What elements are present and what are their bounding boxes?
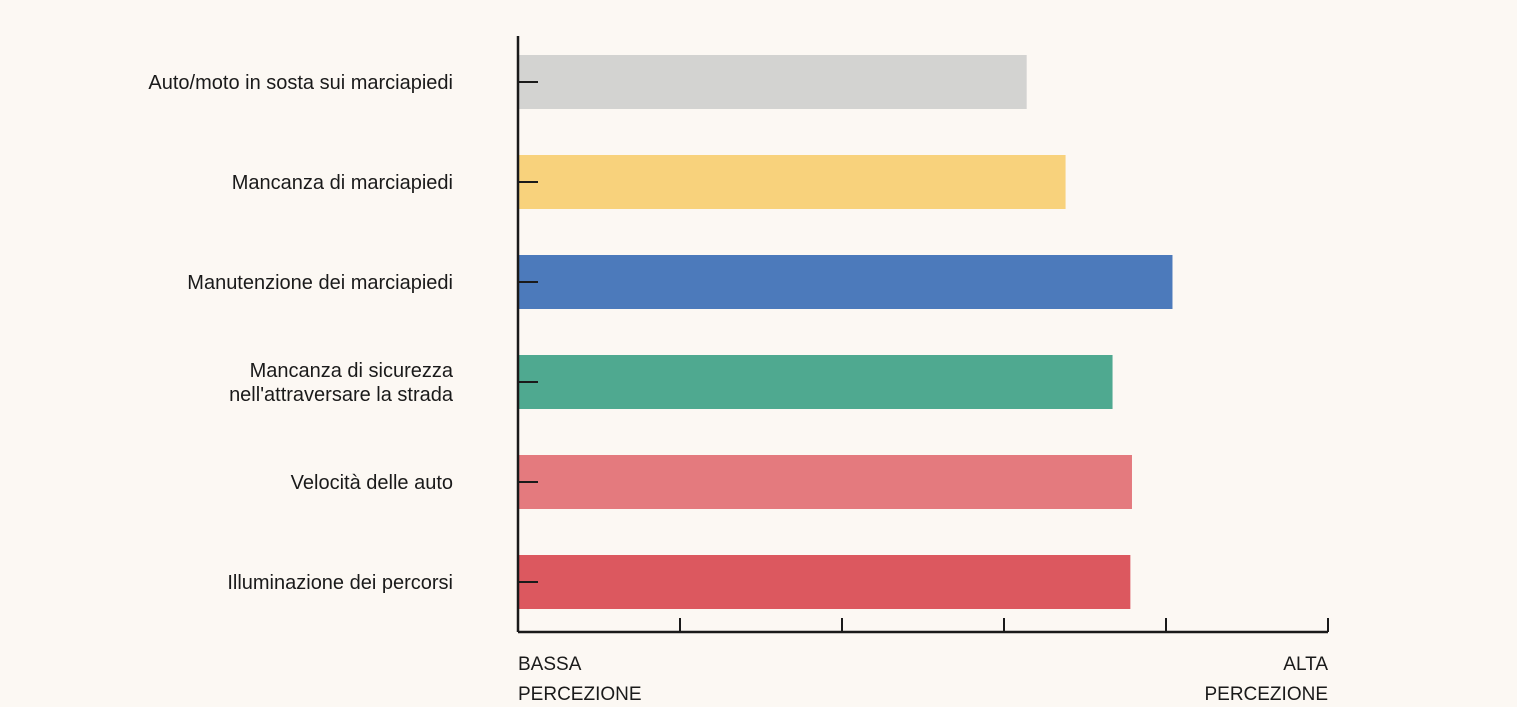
bar-4: [518, 355, 1113, 409]
axis-label-high-line: ALTA: [1283, 654, 1328, 675]
category-label-5: Velocità delle auto: [291, 472, 453, 494]
axes: [516, 36, 1329, 634]
bars: [518, 55, 1173, 609]
category-labels: Auto/moto in sosta sui marciapiedi Mancan…: [148, 72, 453, 594]
category-label-line: Mancanza di marciapiedi: [232, 172, 453, 194]
bar-3: [518, 255, 1173, 309]
axis-label-high-line: PERCEZIONE: [1204, 684, 1328, 705]
category-label-3: Manutenzione dei marciapiedi: [187, 272, 453, 294]
axis-end-labels: BASSA PERCEZIONE ALTA PERCEZIONE: [518, 654, 1328, 705]
bar-2: [518, 155, 1066, 209]
category-label-line: Illuminazione dei percorsi: [227, 572, 453, 594]
category-label-line: Manutenzione dei marciapiedi: [187, 272, 453, 294]
axis-label-low-line: BASSA: [518, 654, 582, 675]
bar-1: [518, 55, 1027, 109]
category-label-line: Mancanza di sicurezza: [250, 360, 454, 382]
category-label-1: Auto/moto in sosta sui marciapiedi: [148, 72, 453, 94]
axis-label-high: ALTA PERCEZIONE: [1204, 654, 1328, 705]
category-label-4: Mancanza di sicurezza nell'attraversare l…: [229, 360, 454, 406]
category-label-line: Velocità delle auto: [291, 472, 453, 494]
category-label-2: Mancanza di marciapiedi: [232, 172, 453, 194]
axis-label-low-line: PERCEZIONE: [518, 684, 642, 705]
category-label-line: Auto/moto in sosta sui marciapiedi: [148, 72, 453, 94]
bar-6: [518, 555, 1131, 609]
category-label-6: Illuminazione dei percorsi: [227, 572, 453, 594]
category-label-line: nell'attraversare la strada: [229, 384, 454, 406]
axis-label-low: BASSA PERCEZIONE: [518, 654, 642, 705]
bar-5: [518, 455, 1132, 509]
